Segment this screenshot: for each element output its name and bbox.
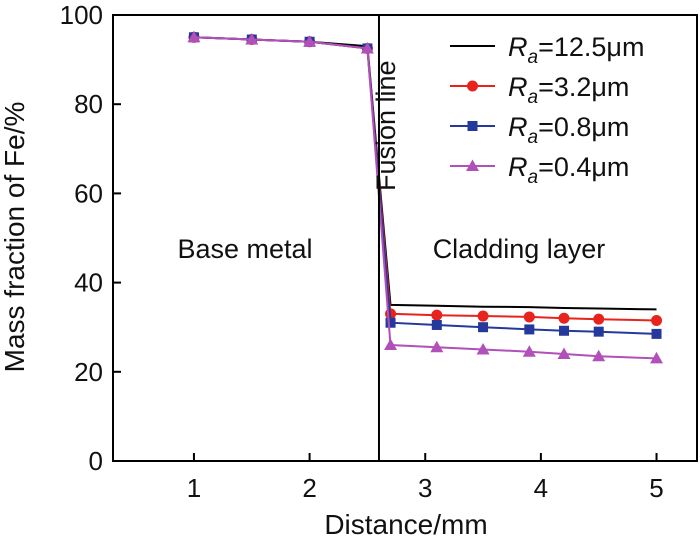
x-tick-label: 5 [649, 473, 663, 503]
legend-label-1: Ra=12.5μm [508, 32, 644, 68]
x-tick-label: 4 [534, 473, 548, 503]
x-tick-label: 1 [187, 473, 201, 503]
data-point-series-3 [524, 324, 535, 335]
data-point-series-4 [187, 30, 201, 43]
x-tick-label: 2 [302, 473, 316, 503]
legend: Ra=12.5μm Ra=3.2μm Ra=0.8μm Ra=0.4μm [450, 32, 644, 188]
legend-label-3: Ra=0.8μm [508, 112, 629, 148]
data-point-series-3 [385, 317, 396, 328]
data-point-series-4 [430, 340, 444, 353]
data-point-series-4 [384, 338, 398, 351]
x-tick-label: 3 [418, 473, 432, 503]
y-axis-title: Mass fraction of Fe/% [0, 102, 30, 373]
y-tick-label: 40 [74, 268, 103, 298]
data-point-series-4 [592, 349, 606, 362]
y-tick-label: 100 [60, 0, 103, 30]
data-point-series-3 [559, 325, 570, 336]
region-label-base-metal: Base metal [177, 234, 312, 264]
data-point-series-4 [360, 41, 374, 54]
data-point-series-4 [557, 347, 571, 359]
data-point-series-4 [303, 35, 317, 47]
data-point-series-4 [476, 343, 490, 355]
data-point-series-3 [478, 322, 489, 333]
data-point-series-3 [593, 326, 604, 337]
axes: 1 2 3 4 5 0 20 40 60 80 100 [60, 0, 698, 503]
y-tick-label: 0 [89, 446, 103, 476]
legend-marker-3 [467, 121, 478, 131]
region-label-cladding-layer: Cladding layer [433, 234, 606, 264]
data-point-series-3 [651, 328, 662, 339]
data-point-series-2 [558, 312, 570, 324]
x-axis-title: Distance/mm [324, 509, 487, 539]
fusion-line-label: Fusion line [371, 60, 401, 191]
data-point-series-4 [245, 33, 259, 45]
legend-marker-2 [467, 80, 478, 92]
data-point-series-4 [522, 345, 536, 357]
y-tick-label: 80 [74, 89, 103, 119]
y-tick-label: 20 [74, 357, 103, 387]
data-point-series-2 [523, 311, 535, 323]
legend-label-2: Ra=3.2μm [508, 72, 629, 108]
plot-frame [112, 14, 698, 462]
data-point-series-2 [593, 313, 605, 325]
legend-marker-4 [466, 159, 479, 171]
data-point-series-3 [431, 319, 442, 330]
y-tick-label: 60 [74, 178, 103, 208]
data-point-series-2 [651, 315, 663, 327]
legend-label-4: Ra=0.4μm [508, 152, 629, 188]
plot-area [187, 30, 664, 364]
data-point-series-2 [477, 310, 489, 322]
data-point-series-4 [650, 351, 664, 364]
data-point-series-2 [431, 309, 443, 321]
